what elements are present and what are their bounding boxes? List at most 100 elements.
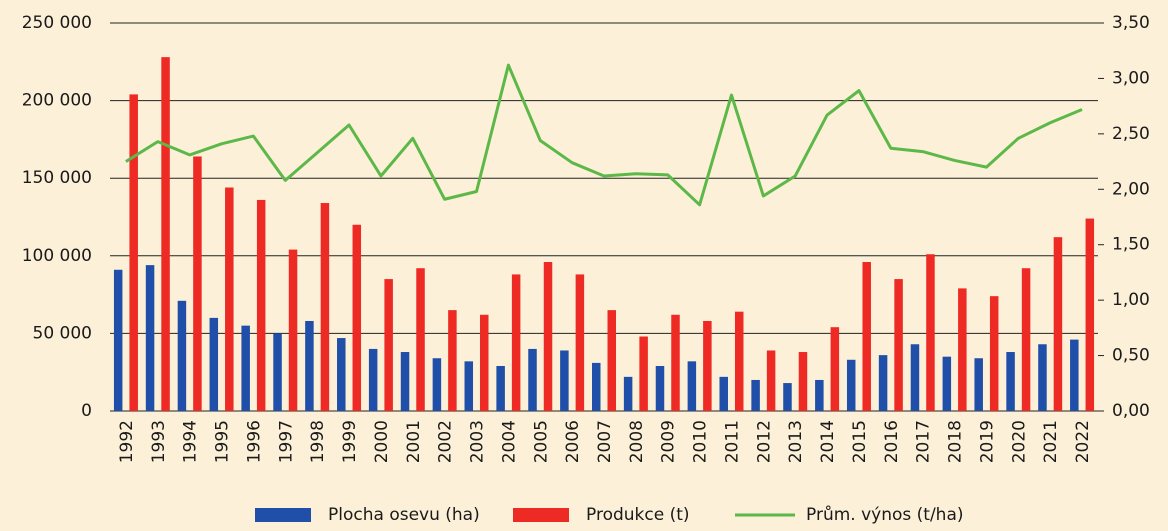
y2-tick-label: 3,50 bbox=[1112, 13, 1150, 33]
bar bbox=[878, 355, 888, 411]
bar bbox=[352, 224, 362, 411]
y-tick-label: 0 bbox=[81, 401, 92, 421]
bar bbox=[225, 187, 234, 411]
bar bbox=[815, 379, 824, 411]
bar bbox=[592, 362, 601, 411]
y-tick-label: 100 000 bbox=[22, 246, 92, 266]
x-tick-label: 1995 bbox=[213, 420, 233, 463]
legend-label: Prům. výnos (t/ha) bbox=[806, 505, 964, 525]
x-tick-label: 1996 bbox=[244, 420, 264, 463]
x-tick-label: 2011 bbox=[722, 420, 742, 463]
line bbox=[125, 63, 1083, 207]
x-tick-label: 2012 bbox=[754, 420, 774, 463]
bar bbox=[177, 300, 187, 411]
legend-swatch bbox=[255, 508, 311, 522]
x-tick-label: 1993 bbox=[149, 420, 169, 463]
x-tick-label: 2009 bbox=[659, 420, 679, 463]
bar bbox=[783, 383, 792, 411]
bar bbox=[161, 57, 170, 411]
bar bbox=[129, 94, 138, 411]
x-tick-label: 1992 bbox=[117, 420, 137, 463]
bar bbox=[639, 336, 648, 411]
bar bbox=[560, 350, 569, 411]
x-tick-label: 2020 bbox=[1009, 420, 1029, 463]
bar bbox=[464, 361, 474, 411]
bar bbox=[655, 365, 665, 411]
bar bbox=[1070, 339, 1079, 411]
y-tick-label: 250 000 bbox=[22, 13, 92, 33]
bar bbox=[256, 199, 266, 411]
bar bbox=[575, 274, 585, 411]
y-tick-label: 150 000 bbox=[22, 168, 92, 188]
bar bbox=[400, 352, 410, 411]
bar bbox=[623, 376, 633, 411]
x-tick-label: 2006 bbox=[563, 420, 583, 463]
bar bbox=[703, 320, 712, 411]
x-tick-label: 2015 bbox=[850, 420, 870, 463]
bar bbox=[305, 320, 314, 411]
bar bbox=[288, 249, 298, 411]
bar bbox=[543, 262, 553, 411]
bar bbox=[798, 352, 808, 411]
bar bbox=[926, 254, 935, 411]
x-tick-label: 2001 bbox=[404, 420, 424, 463]
bar bbox=[1006, 352, 1015, 411]
x-tick-label: 2008 bbox=[627, 420, 647, 463]
y-tick-label: 50 000 bbox=[33, 323, 92, 343]
x-tick-label: 2002 bbox=[436, 420, 456, 463]
y2-tick-label: 2,00 bbox=[1112, 179, 1150, 199]
x-tick-label: 1994 bbox=[181, 420, 201, 463]
bar bbox=[193, 156, 202, 411]
y-tick-label: 200 000 bbox=[22, 91, 92, 111]
bar bbox=[989, 296, 999, 411]
bar bbox=[113, 269, 123, 411]
bar bbox=[384, 279, 393, 411]
bar bbox=[910, 344, 920, 411]
bar bbox=[958, 288, 967, 411]
bar bbox=[687, 361, 697, 411]
x-tick-label: 1997 bbox=[276, 420, 296, 463]
bar bbox=[607, 310, 616, 411]
bar bbox=[766, 350, 776, 411]
bar bbox=[1053, 237, 1063, 411]
bar bbox=[1021, 268, 1031, 411]
legend-label: Plocha osevu (ha) bbox=[328, 505, 480, 525]
x-tick-label: 1998 bbox=[308, 420, 328, 463]
bar bbox=[894, 279, 903, 411]
bar bbox=[846, 359, 856, 411]
bar bbox=[528, 348, 537, 411]
x-tick-label: 2016 bbox=[882, 420, 902, 463]
bar bbox=[496, 365, 505, 411]
bar bbox=[719, 376, 728, 411]
x-tick-label: 1999 bbox=[340, 420, 360, 463]
bar bbox=[432, 358, 442, 411]
x-tick-label: 2018 bbox=[946, 420, 966, 463]
bar bbox=[448, 310, 457, 411]
y2-tick-label: 2,50 bbox=[1112, 124, 1150, 144]
legend-swatch bbox=[513, 508, 569, 522]
y2-tick-label: 3,00 bbox=[1112, 68, 1150, 88]
y2-tick-label: 0,50 bbox=[1112, 346, 1150, 366]
x-tick-label: 2010 bbox=[691, 420, 711, 463]
bar bbox=[368, 348, 378, 411]
bar bbox=[480, 314, 489, 411]
bar bbox=[862, 262, 871, 411]
bar bbox=[416, 268, 425, 411]
bar bbox=[734, 311, 744, 411]
x-tick-label: 2013 bbox=[786, 420, 806, 463]
x-tick-label: 2000 bbox=[372, 420, 392, 463]
bar bbox=[209, 317, 219, 411]
bar bbox=[337, 338, 346, 411]
x-tick-label: 2017 bbox=[914, 420, 934, 463]
bar bbox=[1038, 344, 1047, 411]
bar bbox=[145, 265, 155, 411]
legend-label: Produkce (t) bbox=[586, 505, 690, 525]
y2-tick-label: 0,00 bbox=[1112, 401, 1150, 421]
x-tick-label: 2014 bbox=[818, 420, 838, 463]
y2-tick-label: 1,50 bbox=[1112, 235, 1150, 255]
bar bbox=[671, 314, 680, 411]
bar bbox=[273, 333, 282, 411]
bar bbox=[241, 325, 250, 411]
x-tick-label: 2022 bbox=[1073, 420, 1093, 463]
